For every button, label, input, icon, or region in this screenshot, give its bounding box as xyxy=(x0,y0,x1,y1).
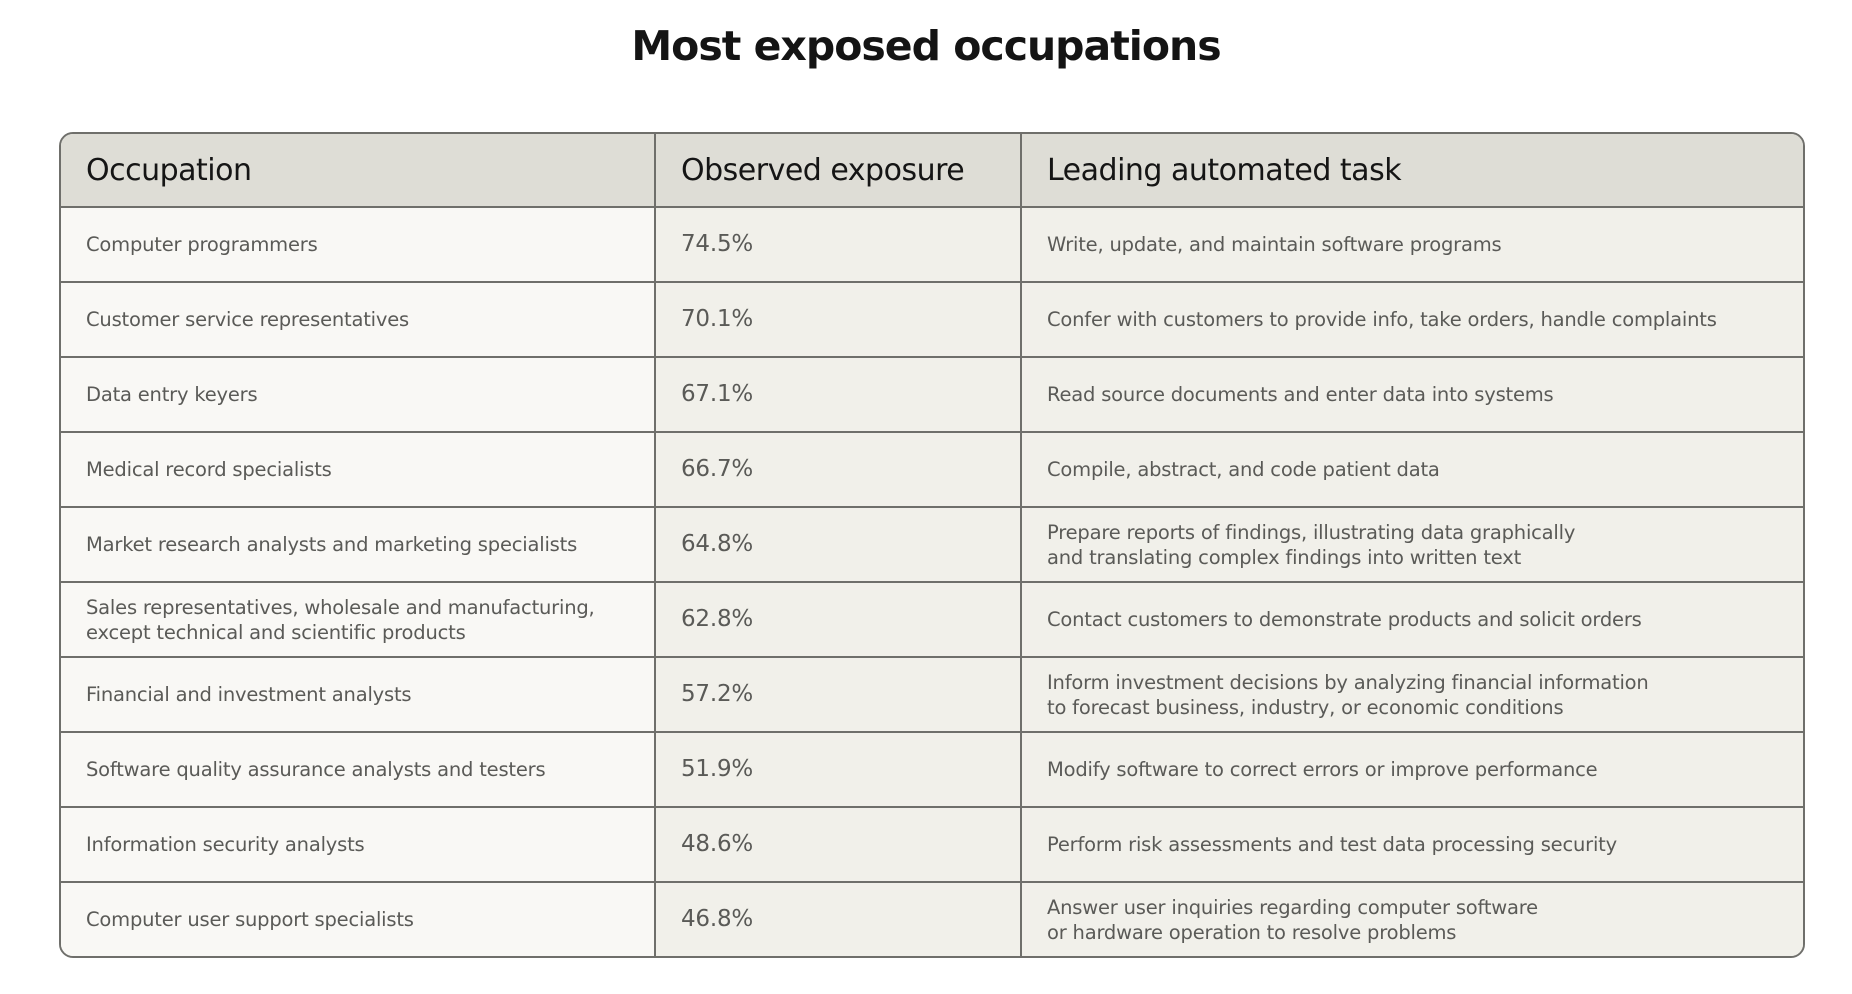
table-cell: Information security analysts xyxy=(61,806,656,883)
table-frame: Occupation Observed exposure Leading autom… xyxy=(59,132,1805,958)
table-cell: 48.6% xyxy=(654,806,1022,883)
table-cell: 67.1% xyxy=(654,356,1022,433)
table-row: Information security analysts 48.6% Perfor… xyxy=(61,806,1803,883)
table-cell: Confer with customers to provide info, t… xyxy=(1020,281,1803,358)
table-cell: Customer service representatives xyxy=(61,281,656,358)
table-cell: Inform investment decisions by analyzing… xyxy=(1020,656,1803,733)
table-row: Medical record specialists 66.7% Compile, … xyxy=(61,431,1803,508)
table-row: Data entry keyers 67.1% Read source docume… xyxy=(61,356,1803,433)
table-cell: Sales representatives, wholesale and man… xyxy=(61,581,656,658)
column-header: Observed exposure xyxy=(654,134,1022,208)
table-cell: Modify software to correct errors or imp… xyxy=(1020,731,1803,808)
table-cell: Market research analysts and marketing s… xyxy=(61,506,656,583)
table-cell: 64.8% xyxy=(654,506,1022,583)
table-row: Sales representatives, wholesale and man… xyxy=(61,581,1803,658)
table-cell: 51.9% xyxy=(654,731,1022,808)
table-cell: Prepare reports of findings, illustratin… xyxy=(1020,506,1803,583)
table-body: Computer programmers 74.5% Write, update, … xyxy=(61,206,1803,956)
table-cell: Medical record specialists xyxy=(61,431,656,508)
table-cell: Contact customers to demonstrate product… xyxy=(1020,581,1803,658)
table-cell: Read source documents and enter data int… xyxy=(1020,356,1803,433)
table-row: Software quality assurance analysts and … xyxy=(61,731,1803,808)
table-row: Financial and investment analysts 57.2% In… xyxy=(61,656,1803,733)
table-cell: Software quality assurance analysts and … xyxy=(61,731,656,808)
table-cell: 74.5% xyxy=(654,206,1022,283)
column-header: Occupation xyxy=(61,134,656,208)
title: Most exposed occupations xyxy=(631,22,1221,70)
table-row: Computer user support specialists 46.8% An… xyxy=(61,881,1803,956)
table-cell: Computer user support specialists xyxy=(61,881,656,956)
table-row: Computer programmers 74.5% Write, update, … xyxy=(61,206,1803,283)
table-cell: Answer user inquiries regarding computer… xyxy=(1020,881,1803,956)
table-cell: Compile, abstract, and code patient data xyxy=(1020,431,1803,508)
table: Occupation Observed exposure Leading autom… xyxy=(61,134,1803,956)
table-row: Market research analysts and marketing s… xyxy=(61,506,1803,583)
column-header: Leading automated task xyxy=(1020,134,1803,208)
table-cell: Perform risk assessments and test data p… xyxy=(1020,806,1803,883)
table-cell: 66.7% xyxy=(654,431,1022,508)
table-cell: Write, update, and maintain software pro… xyxy=(1020,206,1803,283)
header-row: Occupation Observed exposure Leading autom… xyxy=(61,134,1803,208)
table-cell: 62.8% xyxy=(654,581,1022,658)
table-cell: Financial and investment analysts xyxy=(61,656,656,733)
table-cell: 70.1% xyxy=(654,281,1022,358)
table-cell: 46.8% xyxy=(654,881,1022,956)
table-cell: 57.2% xyxy=(654,656,1022,733)
table-cell: Data entry keyers xyxy=(61,356,656,433)
table-cell: Computer programmers xyxy=(61,206,656,283)
table-row: Customer service representatives 70.1% Con… xyxy=(61,281,1803,358)
